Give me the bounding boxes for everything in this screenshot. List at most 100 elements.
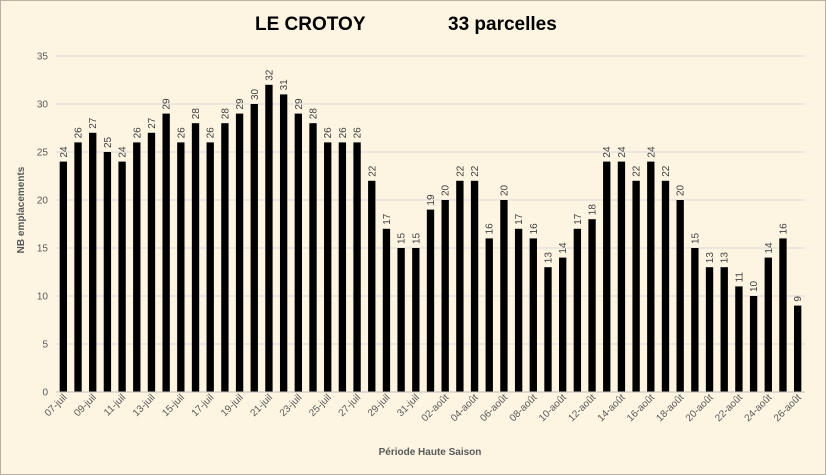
- data-label: 25: [103, 136, 114, 148]
- bar: [588, 219, 596, 392]
- y-tick-label: 30: [37, 100, 49, 111]
- y-axis-ticks: 0 5 10 15 20 25 30 35: [37, 52, 49, 399]
- data-label: 16: [778, 223, 789, 235]
- x-tick-label: 18-août: [655, 392, 687, 424]
- x-tick-label: 16-août: [625, 392, 657, 424]
- data-label: 19: [426, 194, 437, 206]
- data-label: 26: [176, 127, 187, 139]
- bar: [162, 113, 170, 392]
- bar: [529, 238, 537, 392]
- x-tick-label: 20-août: [684, 392, 716, 424]
- data-label: 32: [264, 69, 275, 81]
- data-label: 26: [338, 127, 349, 139]
- data-label: 20: [441, 184, 452, 196]
- bar: [691, 248, 699, 392]
- data-label: 24: [118, 146, 129, 158]
- bar: [676, 200, 684, 392]
- x-tick-label: 15-juil: [160, 392, 187, 419]
- data-label: 27: [88, 117, 99, 129]
- bar: [617, 161, 626, 392]
- x-tick-label: 17-juil: [190, 392, 217, 419]
- data-label: 31: [279, 79, 290, 91]
- bar: [573, 228, 582, 392]
- data-label: 29: [294, 98, 305, 110]
- data-label: 15: [411, 232, 422, 244]
- bar: [353, 142, 361, 392]
- data-label: 29: [162, 98, 173, 110]
- bar: [147, 132, 156, 393]
- data-label: 24: [646, 146, 657, 158]
- data-label: 26: [206, 127, 217, 139]
- bar: [749, 296, 758, 392]
- data-label: 15: [690, 232, 701, 244]
- bar: [59, 161, 68, 392]
- chart-title-left: LE CROTOY: [255, 14, 366, 35]
- x-tick-label: 11-juil: [102, 392, 128, 418]
- data-label: 26: [323, 127, 334, 139]
- bar: [500, 200, 508, 392]
- bar: [470, 180, 479, 392]
- data-label: 17: [573, 213, 584, 225]
- bar: [368, 180, 376, 392]
- bar: [559, 257, 567, 392]
- data-label: 22: [455, 165, 466, 177]
- bar: [603, 161, 611, 392]
- bar: [705, 267, 714, 392]
- data-label: 28: [309, 108, 320, 120]
- bars: [59, 84, 802, 393]
- y-tick-label: 10: [37, 292, 49, 303]
- bar: [265, 84, 273, 393]
- data-label: 17: [382, 213, 393, 225]
- data-label: 20: [676, 184, 687, 196]
- bar: [235, 113, 244, 392]
- x-tick-label: 13-juil: [131, 392, 158, 419]
- x-tick-label: 27-juil: [337, 392, 364, 419]
- y-tick-label: 25: [37, 148, 49, 159]
- x-tick-label: 04-août: [449, 392, 481, 424]
- bar: [118, 161, 126, 392]
- bar: [397, 248, 405, 392]
- data-label: 10: [749, 280, 760, 292]
- bar: [206, 142, 214, 392]
- x-tick-label: 22-août: [713, 392, 745, 424]
- x-tick-label: 19-juil: [219, 392, 246, 419]
- data-label: 26: [74, 127, 85, 139]
- x-tick-label: 29-juil: [366, 392, 393, 419]
- bar: [779, 238, 787, 392]
- data-label: 17: [514, 213, 525, 225]
- data-label: 13: [720, 252, 731, 264]
- x-tick-label: 12-août: [566, 392, 598, 424]
- data-label: 22: [661, 165, 672, 177]
- data-label: 14: [558, 242, 569, 254]
- bar: [338, 142, 347, 392]
- x-tick-label: 25-juil: [307, 392, 334, 419]
- data-label: 20: [499, 184, 510, 196]
- bar: [294, 113, 302, 392]
- x-tick-label: 31-juil: [395, 392, 422, 419]
- bar: [103, 152, 112, 392]
- bar: [793, 305, 802, 392]
- chart-title-right: 33 parcelles: [448, 14, 557, 35]
- bar: [764, 257, 772, 392]
- y-tick-label: 0: [42, 388, 48, 399]
- bar: [485, 238, 493, 392]
- x-tick-label: 08-août: [508, 392, 540, 424]
- y-tick-label: 20: [37, 196, 49, 207]
- data-label: 18: [588, 204, 599, 216]
- bar: [74, 142, 82, 392]
- data-label: 16: [485, 223, 496, 235]
- x-tick-label: 09-juil: [72, 392, 99, 419]
- bar: [441, 200, 449, 392]
- bar: [735, 286, 743, 392]
- data-label: 13: [543, 252, 554, 264]
- bar: [133, 142, 141, 392]
- data-label: 22: [367, 165, 378, 177]
- data-label: 24: [602, 146, 613, 158]
- x-tick-label: 26-août: [772, 392, 804, 424]
- bar: [279, 94, 288, 393]
- x-tick-label: 10-août: [537, 392, 569, 424]
- y-tick-label: 15: [37, 244, 49, 255]
- y-axis-label: NB emplacements: [16, 166, 27, 253]
